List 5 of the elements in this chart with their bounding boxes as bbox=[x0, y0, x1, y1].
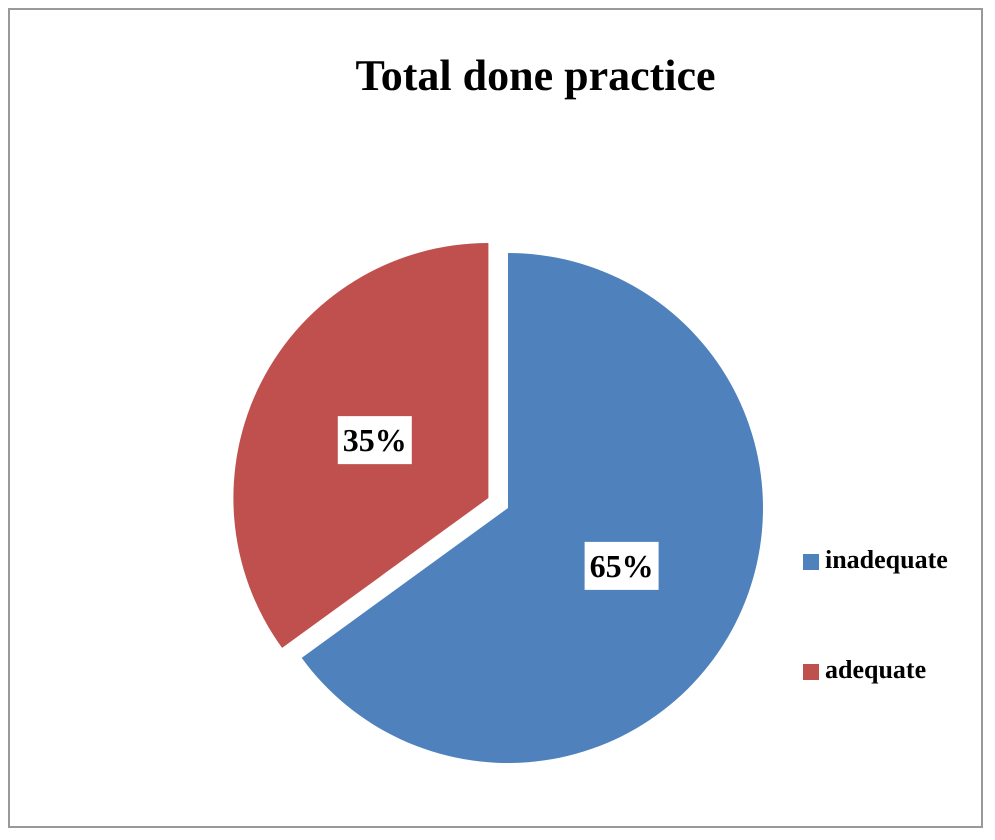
legend-label: inadequate bbox=[825, 545, 948, 574]
chart-title: Total done practice bbox=[355, 51, 716, 100]
data-label: 65% bbox=[590, 548, 654, 584]
legend-label: adequate bbox=[825, 655, 926, 684]
data-label: 35% bbox=[342, 422, 407, 458]
